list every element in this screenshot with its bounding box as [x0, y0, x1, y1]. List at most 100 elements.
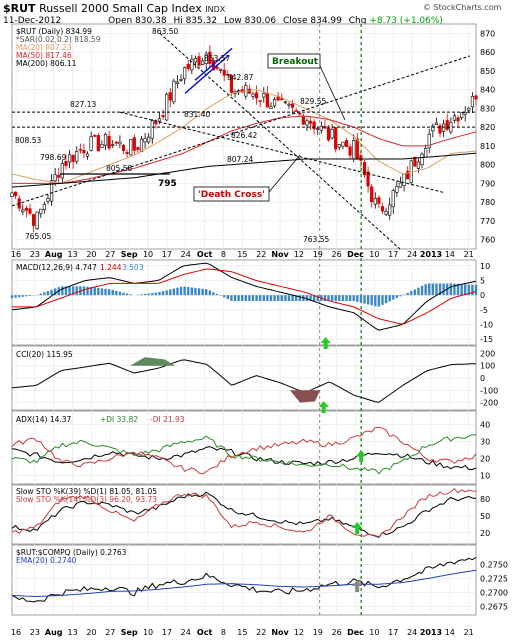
- breakout-annotation: Breakout: [272, 57, 319, 67]
- chart-header-line2: 11-Dec-2012 Open 830.38 Hi 835.32 Low 83…: [3, 16, 443, 26]
- candle-body: [470, 96, 475, 108]
- index-name: Russell 2000 Small Cap Index: [39, 2, 202, 15]
- y-tick-label: 0.2750: [480, 561, 508, 570]
- price-level-label: 798.69: [40, 153, 66, 162]
- open-value: 830.38: [135, 16, 167, 26]
- ratio-line: [11, 556, 477, 603]
- candle-body: [402, 173, 406, 187]
- x-tick-top: 21: [464, 250, 474, 259]
- candle-body: [431, 125, 435, 132]
- x-tick-bottom: 2013: [420, 628, 442, 637]
- candle-body: [427, 133, 431, 149]
- x-tick-bottom: 17: [388, 628, 398, 637]
- candle-body: [103, 133, 108, 146]
- candle-body: [341, 141, 345, 147]
- copyright: © StockCharts.com: [423, 3, 502, 12]
- ma200-line: [11, 152, 477, 188]
- chg-value: +8.73 (+1.06%): [369, 16, 443, 26]
- ratio-ema-legend: EMA(20) 0.2740: [16, 556, 77, 565]
- macd-hist-bar: [399, 295, 402, 297]
- candle-body: [150, 120, 154, 139]
- macd-hist-bar: [442, 283, 445, 296]
- macd-hist-bar: [294, 295, 298, 302]
- macd-hist-bar: [75, 286, 78, 296]
- mdi-line: [11, 426, 477, 475]
- macd-hist-bar: [17, 295, 21, 298]
- macd-hist-bar: [359, 295, 363, 303]
- macd-hist-bar: [460, 284, 463, 296]
- x-tick-bottom: 17: [162, 628, 172, 637]
- candle-body: [64, 161, 68, 166]
- y-tick-label: 830: [480, 104, 495, 113]
- candle-body: [215, 66, 219, 69]
- ratio-up-arrow: [352, 580, 363, 592]
- level-795-annotation: 795: [158, 179, 177, 189]
- macd-hist-bar: [453, 283, 456, 296]
- x-tick-bottom: 27: [105, 628, 115, 637]
- x-tick-bottom: 21: [464, 628, 474, 637]
- y-tick-label: 760: [480, 236, 495, 245]
- candle-body: [67, 154, 72, 163]
- candle-body: [143, 138, 147, 143]
- macd-hist-bar: [428, 283, 431, 296]
- blue-channel-1: [184, 55, 229, 94]
- macd-hist-bar: [21, 295, 24, 297]
- price-level-label: 805.58: [106, 164, 132, 173]
- x-tick-bottom: 10: [369, 628, 379, 637]
- candle-body: [219, 68, 223, 71]
- macd-hist-bar: [169, 289, 172, 296]
- x-tick-bottom: 16: [11, 628, 21, 637]
- candle-body: [377, 197, 381, 204]
- candle-body: [197, 56, 201, 66]
- macd-hist-bar: [25, 295, 28, 297]
- x-tick-top: 2013: [420, 250, 442, 259]
- price-legend-item: MA(20) 807.23: [16, 43, 72, 52]
- x-tick-top: 10: [143, 250, 153, 259]
- candle-body: [370, 186, 374, 203]
- candle-body: [308, 120, 313, 124]
- candle-body: [301, 115, 305, 125]
- macd-hist-bar: [287, 295, 291, 302]
- chart-header-line1: $RUT Russell 2000 Small Cap Index INDX: [3, 2, 225, 15]
- candle-body: [139, 138, 144, 153]
- death-cross-box: [193, 186, 270, 202]
- candle-body: [420, 153, 424, 166]
- x-tick-top: 16: [11, 250, 21, 259]
- y-tick-label: 0: [480, 374, 485, 383]
- exchange: INDX: [205, 5, 226, 14]
- macd-hist-bar: [291, 295, 294, 302]
- x-tick-bottom: 20: [86, 628, 96, 637]
- candle-body: [136, 147, 140, 150]
- sto-legend-2: Slow STO %K(14) %D(3) 96.20, 93.73: [16, 495, 157, 504]
- candle-body: [388, 204, 392, 216]
- macd-hist-bar: [305, 295, 309, 302]
- candle-body: [287, 103, 291, 106]
- macd-hist-bar: [474, 284, 478, 296]
- y-tick-label: 780: [480, 198, 495, 207]
- y-tick-label: 810: [480, 142, 495, 151]
- macd-hist-bar: [420, 285, 424, 296]
- macd-hist-bar: [39, 293, 42, 296]
- candle-body: [226, 74, 230, 76]
- macd-hist-bar: [115, 290, 118, 296]
- candle-body: [290, 103, 295, 108]
- low-value: 830.06: [244, 16, 277, 26]
- candle-body: [334, 127, 338, 150]
- candle-body: [172, 80, 176, 103]
- macd-hist-bar: [143, 293, 147, 296]
- macd-hist-bar: [223, 295, 226, 298]
- candle-body: [262, 93, 266, 98]
- y-tick-label: 0.2700: [480, 589, 508, 598]
- macd-hist-bar: [97, 287, 100, 296]
- x-tick-bottom: 19: [313, 628, 323, 637]
- y-tick-label: 790: [480, 179, 495, 188]
- x-tick-bottom: Sep: [121, 628, 138, 637]
- candle-body: [82, 150, 86, 154]
- candle-body: [129, 139, 133, 156]
- pdi-legend: +DI 33.82: [100, 415, 138, 424]
- y-tick-label: 0.2725: [480, 575, 508, 584]
- macd-hist-bar: [435, 283, 438, 296]
- macd-hist-bar: [255, 295, 258, 302]
- macd-hist-bar: [151, 292, 154, 296]
- candle-body: [175, 81, 180, 84]
